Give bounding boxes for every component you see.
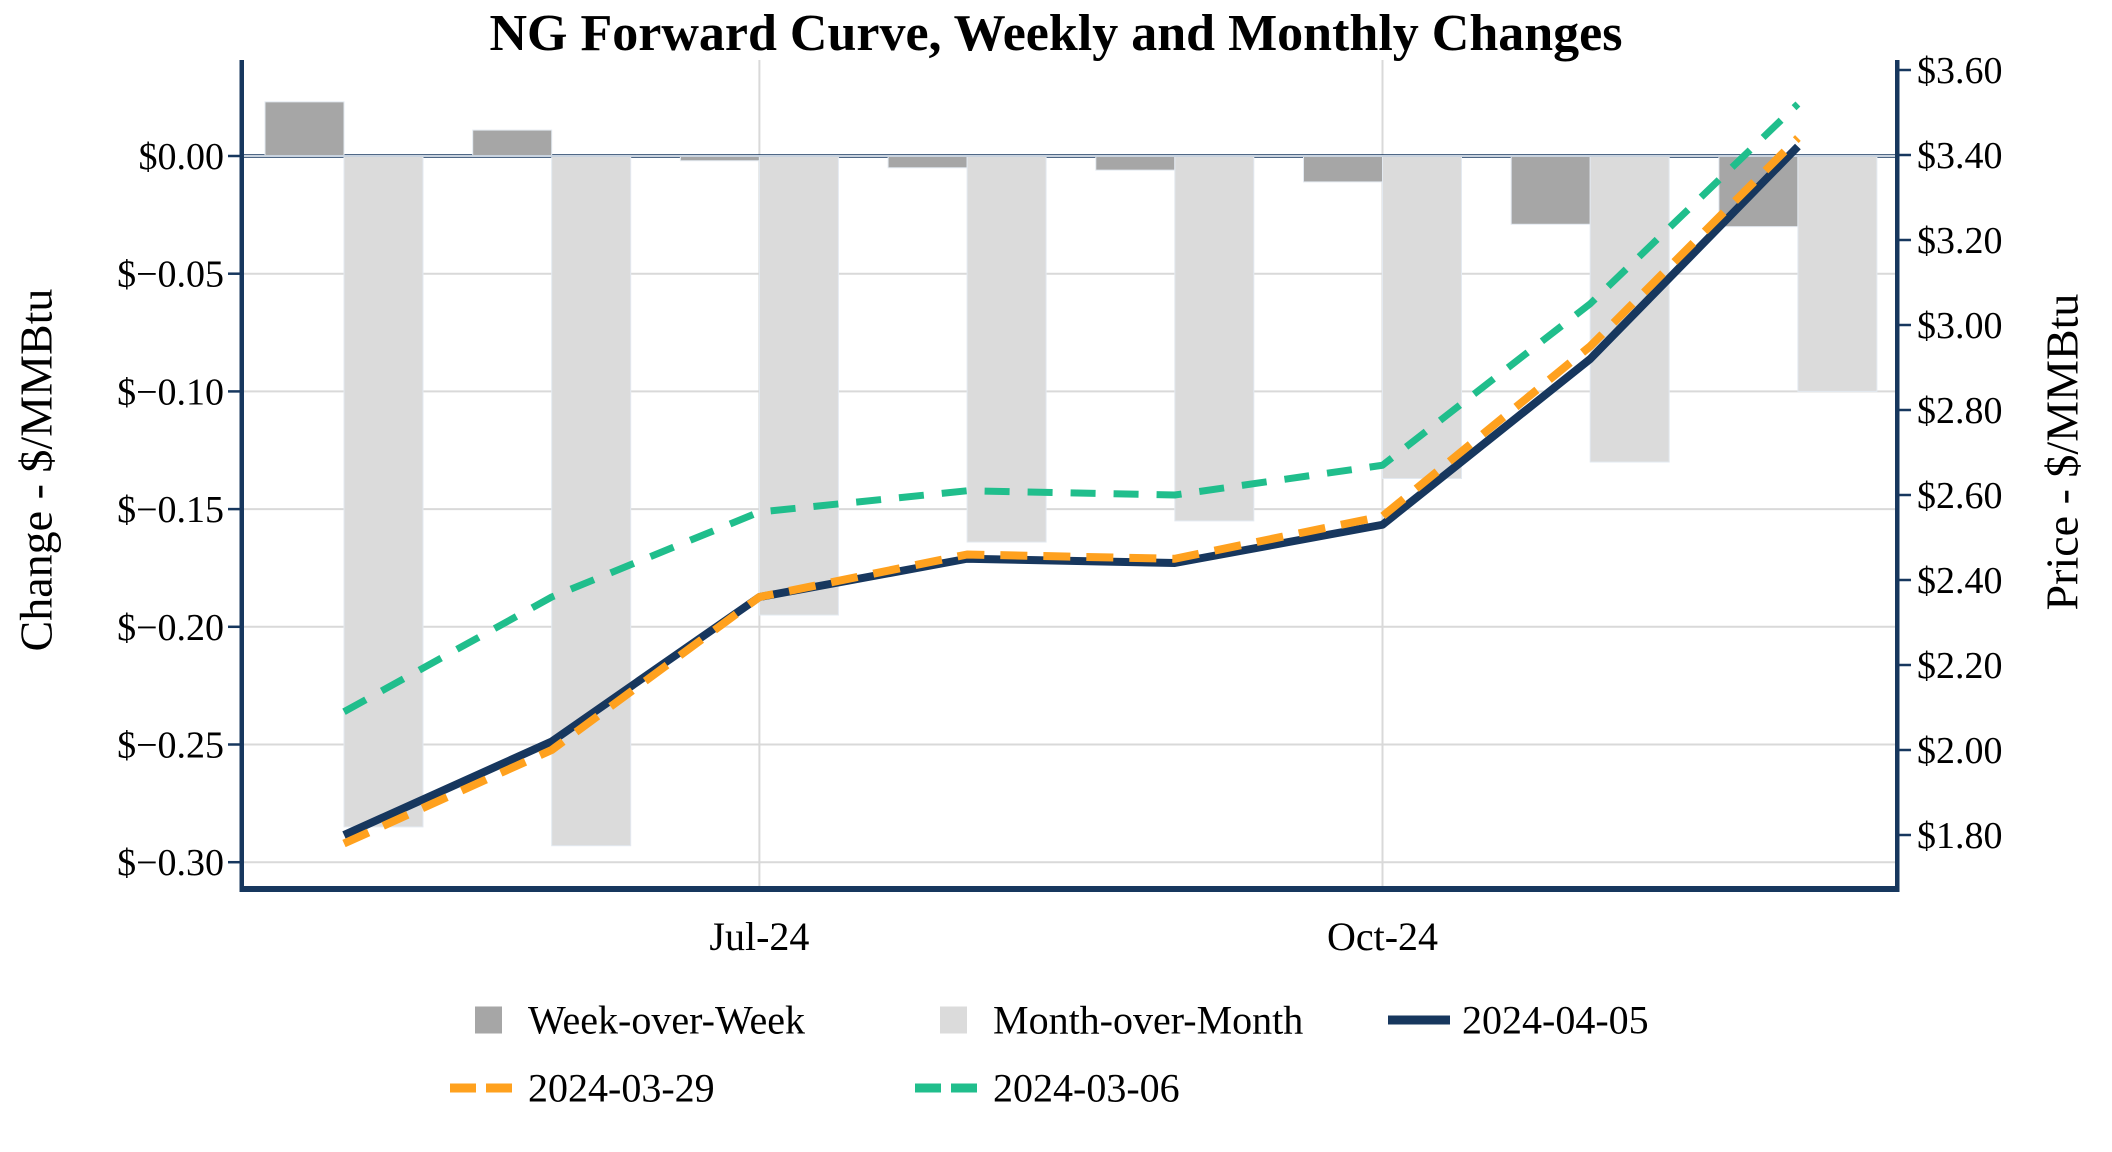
y-tick-label-price: $2.20 xyxy=(1917,645,2003,687)
bar-month-over-month xyxy=(1174,155,1255,522)
bar-month-over-month xyxy=(1797,155,1878,392)
y-tick-label-change: $−0.05 xyxy=(117,254,224,296)
line-2024-04-05 xyxy=(342,143,1801,839)
x-tick-label: Oct-24 xyxy=(1327,914,1438,959)
line-2024-03-29 xyxy=(342,135,1801,848)
legend-dash-marker xyxy=(486,1083,512,1093)
y-tick-label-price: $3.60 xyxy=(1917,50,2003,92)
bar-month-over-month xyxy=(343,155,424,828)
chart-title: NG Forward Curve, Weekly and Monthly Cha… xyxy=(489,5,1623,62)
y-tick-label-change: $−0.25 xyxy=(117,725,224,767)
line-2024-03-06 xyxy=(342,101,1801,715)
bar-month-over-month xyxy=(758,155,839,616)
y-tick-label-price: $3.00 xyxy=(1917,305,2003,347)
legend-dash-marker xyxy=(915,1083,941,1093)
legend-dash-marker xyxy=(951,1083,977,1093)
bar-month-over-month xyxy=(966,155,1047,543)
y-tick-label-change: $0.00 xyxy=(139,136,225,178)
legend-square-marker xyxy=(475,1006,502,1034)
bar-week-over-week xyxy=(887,155,968,169)
y-tick-label-price: $2.40 xyxy=(1917,560,2003,602)
bar-week-over-week xyxy=(1095,155,1176,171)
y-tick-label-price: $3.40 xyxy=(1917,135,2003,177)
y-tick-label-price: $2.60 xyxy=(1917,475,2003,517)
legend-square-marker xyxy=(940,1006,967,1034)
y-tick-label-change: $−0.15 xyxy=(117,489,224,531)
bar-week-over-week xyxy=(1510,155,1591,225)
legend-row: 2024-03-29 2024-03-06 xyxy=(0,1056,2112,1120)
legend-label: Month-over-Month xyxy=(993,997,1304,1043)
bar-week-over-week xyxy=(472,129,553,157)
legend-row: Week-over-Week Month-over-Month 2024-04-05 xyxy=(0,988,2112,1052)
y-tick-label-change: $−0.30 xyxy=(117,842,224,884)
legend-dash-marker xyxy=(450,1083,476,1093)
y-tick-label-change: $−0.10 xyxy=(117,371,224,413)
y-tick-label-price: $1.80 xyxy=(1917,815,2003,857)
legend-label: 2024-03-29 xyxy=(528,1065,715,1111)
bottom-spine xyxy=(239,886,1900,892)
y-tick-label-change: $−0.20 xyxy=(117,607,224,649)
y-tick-label-price: $2.80 xyxy=(1917,390,2003,432)
legend-label: 2024-04-05 xyxy=(1462,997,1649,1043)
left-spine xyxy=(239,60,244,891)
y-axis-title-left: Change - $/MMBtu xyxy=(10,288,62,652)
legend-line-marker xyxy=(1388,1015,1450,1025)
legend-label: 2024-03-06 xyxy=(993,1065,1180,1111)
bar-week-over-week xyxy=(1303,155,1383,183)
y-axis-title-right: Price - $/MMBtu xyxy=(2036,293,2088,611)
y-tick-label-price: $3.20 xyxy=(1917,220,2003,262)
legend-label: Week-over-Week xyxy=(528,997,806,1043)
x-tick-label: Jul-24 xyxy=(709,914,809,959)
y-tick-label-price: $2.00 xyxy=(1917,730,2003,772)
bar-week-over-week xyxy=(264,101,345,157)
right-spine xyxy=(1895,60,1900,891)
